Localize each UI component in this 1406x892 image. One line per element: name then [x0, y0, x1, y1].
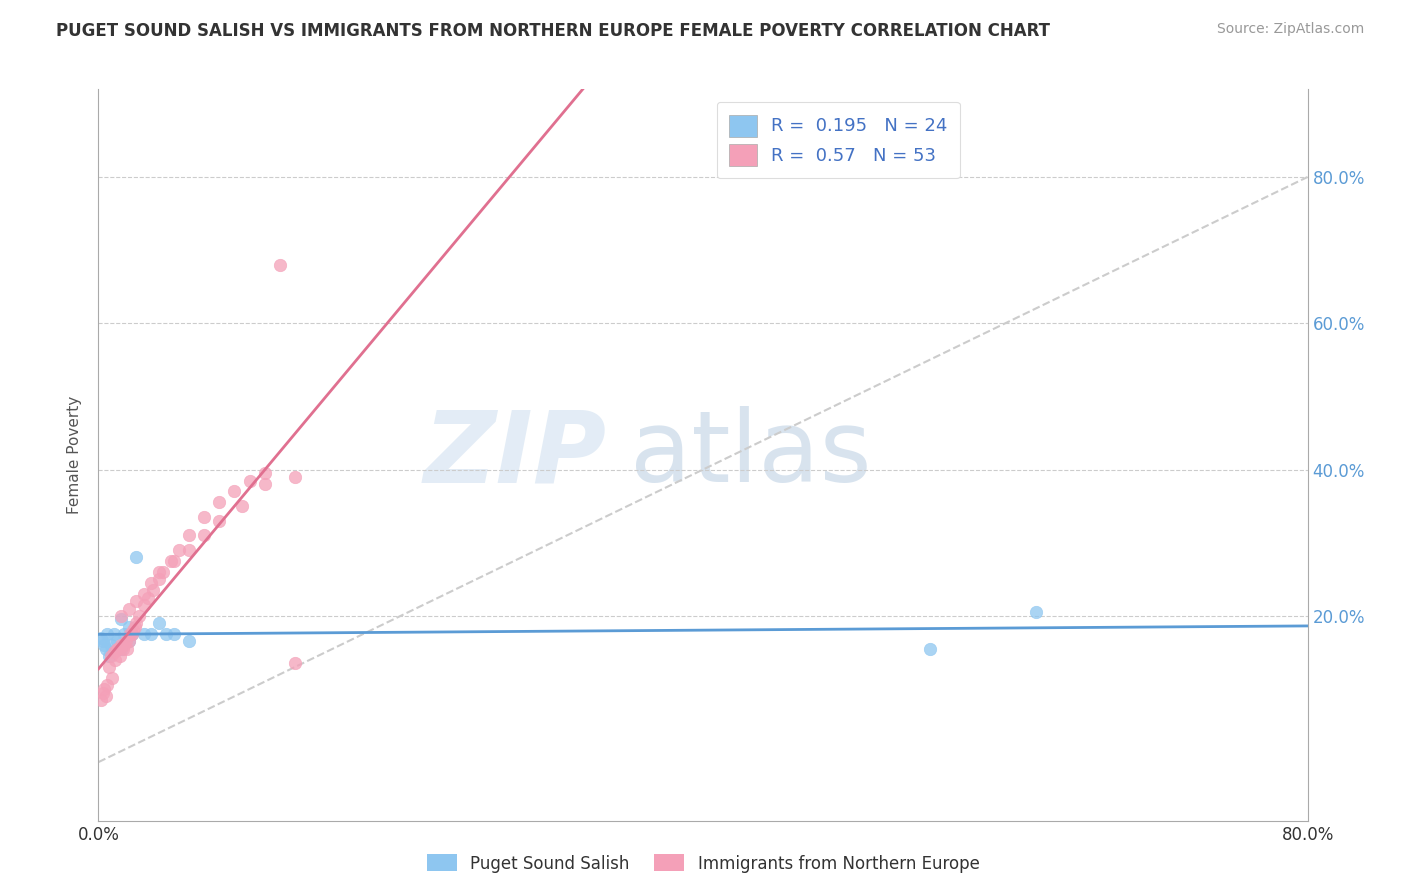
Point [115, 641, 138, 656]
Point [125, 616, 148, 631]
Point [112, 638, 135, 652]
Text: PUGET SOUND SALISH VS IMMIGRANTS FROM NORTHERN EUROPE FEMALE POVERTY CORRELATION: PUGET SOUND SALISH VS IMMIGRANTS FROM NO… [56, 22, 1050, 40]
Point [253, 477, 276, 491]
Text: ZIP: ZIP [423, 407, 606, 503]
Point [208, 495, 231, 509]
Point [91, 686, 114, 700]
Point [132, 598, 155, 612]
Point [112, 627, 135, 641]
Point [101, 671, 124, 685]
Point [111, 641, 134, 656]
Point [96, 627, 118, 641]
Point [284, 470, 307, 484]
Y-axis label: Female Poverty: Female Poverty [67, 396, 83, 514]
Point [96, 678, 118, 692]
Point [160, 554, 183, 568]
Point [91, 634, 114, 648]
Point [94, 690, 117, 704]
Point [114, 634, 136, 648]
Point [124, 620, 146, 634]
Point [94, 641, 117, 656]
Point [121, 627, 143, 641]
Point [118, 634, 141, 648]
Point [918, 641, 941, 656]
Point [239, 474, 262, 488]
Point [148, 565, 170, 579]
Point [179, 528, 201, 542]
Point [1024, 605, 1046, 619]
Point [141, 627, 163, 641]
Point [231, 499, 253, 513]
Legend: Puget Sound Salish, Immigrants from Northern Europe: Puget Sound Salish, Immigrants from Nort… [420, 847, 986, 880]
Point [103, 645, 125, 659]
Point [142, 583, 165, 598]
Point [208, 514, 231, 528]
Point [110, 608, 132, 623]
Point [128, 608, 150, 623]
Point [90, 693, 112, 707]
Point [148, 616, 170, 631]
Point [132, 627, 155, 641]
Point [125, 594, 148, 608]
Point [105, 634, 128, 648]
Point [167, 543, 190, 558]
Point [103, 627, 125, 641]
Legend: R =  0.195   N = 24, R =  0.57   N = 53: R = 0.195 N = 24, R = 0.57 N = 53 [717, 102, 960, 178]
Point [108, 649, 131, 664]
Point [100, 638, 122, 652]
Point [90, 631, 112, 645]
Point [105, 641, 128, 656]
Point [148, 572, 170, 586]
Point [152, 565, 174, 579]
Point [121, 627, 143, 641]
Point [107, 641, 129, 656]
Point [269, 258, 291, 272]
Point [118, 634, 141, 648]
Point [253, 466, 276, 480]
Point [93, 681, 115, 696]
Point [284, 657, 307, 671]
Point [98, 660, 121, 674]
Point [110, 641, 132, 656]
Point [193, 510, 215, 524]
Point [125, 550, 148, 565]
Text: atlas: atlas [630, 407, 872, 503]
Point [110, 638, 132, 652]
Point [98, 649, 121, 664]
Text: Source: ZipAtlas.com: Source: ZipAtlas.com [1216, 22, 1364, 37]
Point [104, 653, 127, 667]
Point [118, 620, 141, 634]
Point [163, 627, 186, 641]
Point [118, 601, 141, 615]
Point [163, 554, 186, 568]
Point [141, 576, 163, 591]
Point [110, 613, 132, 627]
Point [193, 528, 215, 542]
Point [179, 634, 201, 648]
Point [93, 638, 115, 652]
Point [224, 484, 246, 499]
Point [100, 649, 122, 664]
Point [155, 627, 177, 641]
Point [179, 543, 201, 558]
Point [120, 627, 142, 641]
Point [122, 624, 145, 638]
Point [136, 591, 159, 605]
Point [132, 587, 155, 601]
